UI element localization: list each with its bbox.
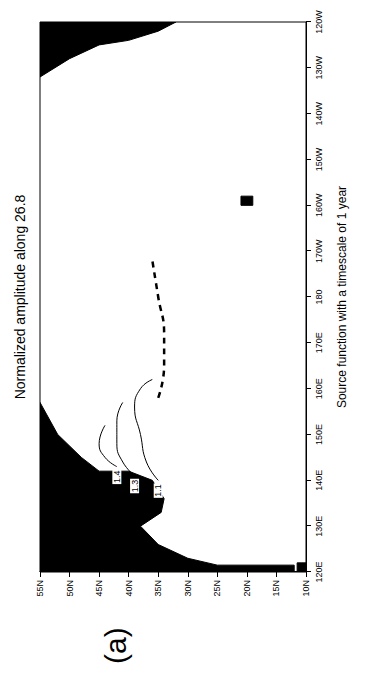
svg-text:120E: 120E	[314, 561, 324, 582]
svg-text:180: 180	[314, 289, 324, 304]
svg-text:140E: 140E	[314, 470, 324, 491]
svg-text:130E: 130E	[314, 516, 324, 537]
svg-text:55N: 55N	[35, 580, 45, 597]
svg-text:10N: 10N	[301, 580, 311, 597]
svg-text:170E: 170E	[314, 332, 324, 353]
svg-text:130W: 130W	[314, 56, 324, 80]
svg-text:35N: 35N	[153, 580, 163, 597]
svg-text:30N: 30N	[183, 580, 193, 597]
svg-text:1.3: 1.3	[130, 480, 140, 493]
svg-text:Normalized amplitude along 26.: Normalized amplitude along 26.8	[12, 194, 28, 399]
svg-text:45N: 45N	[94, 580, 104, 597]
svg-text:160E: 160E	[314, 378, 324, 399]
svg-text:Source function with a timesca: Source function with a timescale of 1 ye…	[335, 186, 349, 408]
svg-text:1.1: 1.1	[153, 484, 163, 497]
svg-text:1.4: 1.4	[112, 471, 122, 484]
svg-text:25N: 25N	[212, 580, 222, 597]
svg-text:20N: 20N	[242, 580, 252, 597]
svg-text:160W: 160W	[314, 193, 324, 217]
svg-text:40N: 40N	[124, 580, 134, 597]
svg-text:50N: 50N	[65, 580, 75, 597]
svg-text:120W: 120W	[314, 10, 324, 34]
svg-text:150W: 150W	[314, 147, 324, 171]
svg-text:140W: 140W	[314, 101, 324, 125]
svg-text:150E: 150E	[314, 424, 324, 445]
svg-text:170W: 170W	[314, 239, 324, 263]
svg-text:15N: 15N	[271, 580, 281, 597]
svg-text:(a): (a)	[99, 627, 132, 664]
